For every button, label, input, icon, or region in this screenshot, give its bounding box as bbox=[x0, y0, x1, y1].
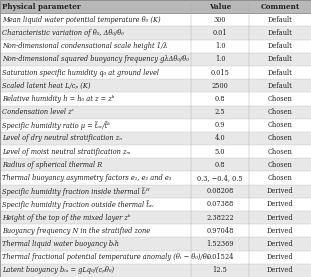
Bar bbox=[0, 0, 311, 13]
Text: 1.0: 1.0 bbox=[215, 55, 225, 63]
Text: Default: Default bbox=[267, 68, 292, 76]
Text: Chosen: Chosen bbox=[267, 148, 292, 156]
Text: Condensation level zᶜ: Condensation level zᶜ bbox=[2, 108, 74, 116]
Text: Specific humidity ratio μ = ẗ̃ₐᵥ/ẗ̃ᵇ: Specific humidity ratio μ = ẗ̃ₐᵥ/ẗ̃ᵇ bbox=[2, 121, 110, 130]
Text: Height of the top of the mixed layer zᵇ: Height of the top of the mixed layer zᵇ bbox=[2, 214, 130, 222]
Text: Latent buoyancy bₗₐ = gLq₀/(cₚθ₀): Latent buoyancy bₗₐ = gLq₀/(cₚθ₀) bbox=[2, 266, 114, 275]
Text: Characteristic variation of θ₀, Δθ₀/θ₀: Characteristic variation of θ₀, Δθ₀/θ₀ bbox=[2, 29, 124, 37]
Text: Default: Default bbox=[267, 82, 292, 90]
Text: 300: 300 bbox=[214, 16, 226, 24]
Text: Derived: Derived bbox=[267, 253, 293, 261]
Text: 2.5: 2.5 bbox=[215, 108, 225, 116]
Bar bbox=[0, 158, 311, 171]
Text: Derived: Derived bbox=[267, 227, 293, 235]
Text: Buoyancy frequency N in the stratified zone: Buoyancy frequency N in the stratified z… bbox=[2, 227, 150, 235]
Text: Specific humidity fraction inside thermal ẗ̃ₜᵸ: Specific humidity fraction inside therma… bbox=[2, 187, 150, 196]
Text: 12.5: 12.5 bbox=[213, 266, 227, 275]
Text: Chosen: Chosen bbox=[267, 161, 292, 169]
Text: Derived: Derived bbox=[267, 187, 293, 195]
Bar bbox=[0, 145, 311, 158]
Text: Level of dry neutral stratification zₙ: Level of dry neutral stratification zₙ bbox=[2, 135, 122, 142]
Bar bbox=[0, 13, 311, 26]
Bar bbox=[0, 171, 311, 185]
Text: 0.9: 0.9 bbox=[215, 121, 225, 129]
Text: Thermal liquid water buoyancy bₜℎ: Thermal liquid water buoyancy bₜℎ bbox=[2, 240, 119, 248]
Bar bbox=[0, 224, 311, 237]
Text: Specific humidity fraction outside thermal ẗ̃ₐᵥ: Specific humidity fraction outside therm… bbox=[2, 200, 154, 209]
Bar bbox=[0, 264, 311, 277]
Text: 1.0: 1.0 bbox=[215, 42, 225, 50]
Text: Chosen: Chosen bbox=[267, 108, 292, 116]
Text: Scaled latent heat L/cₚ (K): Scaled latent heat L/cₚ (K) bbox=[2, 82, 91, 90]
Text: Derived: Derived bbox=[267, 214, 293, 222]
Text: 5.0: 5.0 bbox=[215, 148, 225, 156]
Text: 0.3, −0.4, 0.5: 0.3, −0.4, 0.5 bbox=[197, 174, 243, 182]
Bar bbox=[0, 53, 311, 66]
Text: Chosen: Chosen bbox=[267, 174, 292, 182]
Text: Relative humidity h = h₀ at z = zᵇ: Relative humidity h = h₀ at z = zᵇ bbox=[2, 95, 114, 103]
Text: Non-dimensional condensational scale height 1/λ: Non-dimensional condensational scale hei… bbox=[2, 42, 167, 50]
Text: Derived: Derived bbox=[267, 240, 293, 248]
Text: 1.52369: 1.52369 bbox=[206, 240, 234, 248]
Bar bbox=[0, 132, 311, 145]
Text: 2.38222: 2.38222 bbox=[206, 214, 234, 222]
Text: 0.97048: 0.97048 bbox=[206, 227, 234, 235]
Text: 0.01524: 0.01524 bbox=[206, 253, 234, 261]
Text: 0.015: 0.015 bbox=[211, 68, 230, 76]
Bar bbox=[0, 66, 311, 79]
Text: 2500: 2500 bbox=[212, 82, 228, 90]
Text: 0.8: 0.8 bbox=[215, 161, 225, 169]
Text: Value: Value bbox=[209, 2, 231, 11]
Text: Derived: Derived bbox=[267, 266, 293, 275]
Bar bbox=[0, 185, 311, 198]
Text: Comment: Comment bbox=[260, 2, 299, 11]
Text: Default: Default bbox=[267, 42, 292, 50]
Text: Chosen: Chosen bbox=[267, 135, 292, 142]
Text: Thermal buoyancy asymmetry factors e₁, e₂ and e₃: Thermal buoyancy asymmetry factors e₁, e… bbox=[2, 174, 171, 182]
Text: Derived: Derived bbox=[267, 201, 293, 209]
Text: Mean liquid water potential temperature θ₀ (K): Mean liquid water potential temperature … bbox=[2, 16, 160, 24]
Text: Chosen: Chosen bbox=[267, 95, 292, 103]
Bar bbox=[0, 211, 311, 224]
Bar bbox=[0, 79, 311, 92]
Text: Physical parameter: Physical parameter bbox=[2, 2, 81, 11]
Text: Default: Default bbox=[267, 29, 292, 37]
Bar bbox=[0, 119, 311, 132]
Text: Non-dimensional squared buoyancy frequency gλΔθ₀/θ₀: Non-dimensional squared buoyancy frequen… bbox=[2, 55, 189, 63]
Text: 0.07388: 0.07388 bbox=[207, 201, 234, 209]
Bar bbox=[0, 251, 311, 264]
Bar bbox=[0, 198, 311, 211]
Text: Chosen: Chosen bbox=[267, 121, 292, 129]
Bar bbox=[0, 40, 311, 53]
Text: 0.8: 0.8 bbox=[215, 95, 225, 103]
Text: Default: Default bbox=[267, 55, 292, 63]
Bar bbox=[0, 106, 311, 119]
Text: Thermal fractional potential temperature anomaly (θₜ − θ₀)/θ₀: Thermal fractional potential temperature… bbox=[2, 253, 209, 261]
Text: 4.0: 4.0 bbox=[215, 135, 225, 142]
Text: 0.01: 0.01 bbox=[213, 29, 227, 37]
Text: 0.08208: 0.08208 bbox=[207, 187, 234, 195]
Text: Saturation specific humidity q₀ at ground level: Saturation specific humidity q₀ at groun… bbox=[2, 68, 159, 76]
Bar bbox=[0, 92, 311, 106]
Text: Level of moist neutral stratification zₘ: Level of moist neutral stratification zₘ bbox=[2, 148, 131, 156]
Text: Radius of spherical thermal R: Radius of spherical thermal R bbox=[2, 161, 102, 169]
Text: Default: Default bbox=[267, 16, 292, 24]
Bar bbox=[0, 26, 311, 40]
Bar bbox=[0, 237, 311, 251]
